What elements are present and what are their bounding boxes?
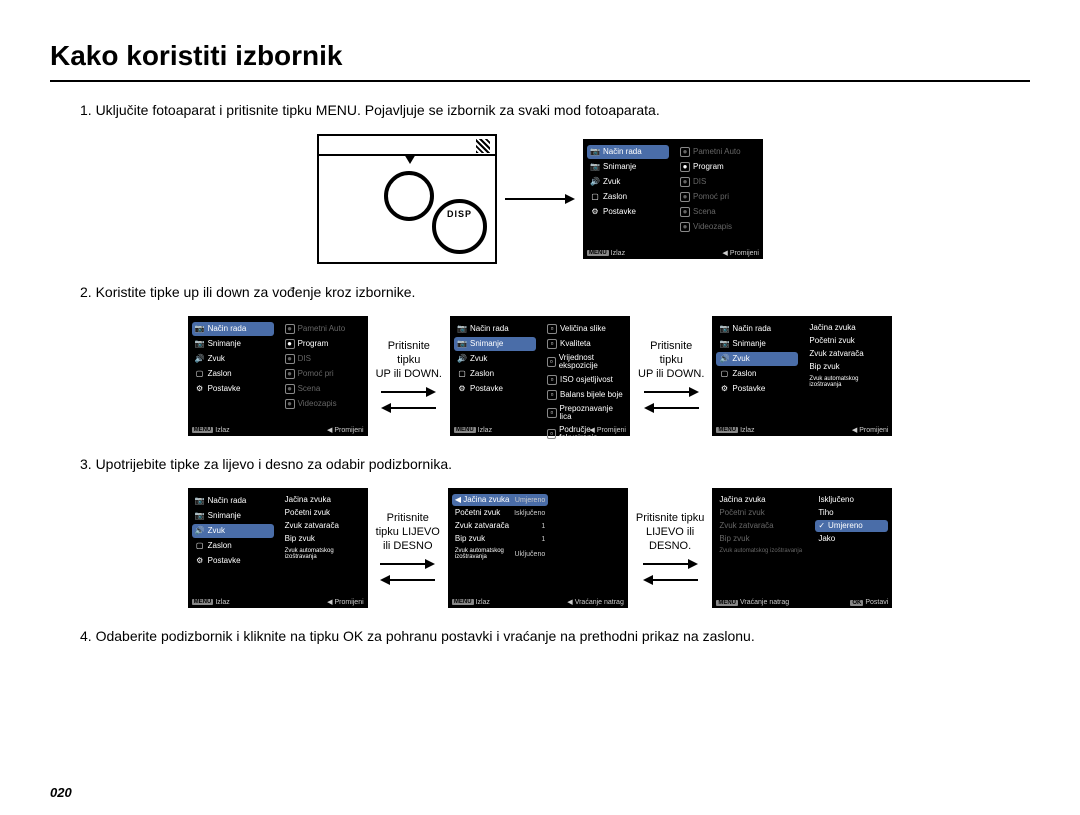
arrow-right-icon: [643, 559, 698, 569]
arrow-left-icon: [381, 403, 436, 413]
mode-icon: ●: [680, 147, 690, 157]
camera-icon: 📷: [195, 339, 205, 349]
step-4: 4. Odaberite podizbornik i kliknite na t…: [50, 628, 1030, 644]
arrow-left-icon: [644, 403, 699, 413]
menu-screen-3a: 📷Način rada 📷Snimanje 🔊Zvuk ▢Zaslon ⚙Pos…: [188, 488, 368, 608]
mode-icon: ●: [680, 192, 690, 202]
page-title: Kako koristiti izbornik: [50, 40, 1030, 82]
arrow-right-icon: [644, 387, 699, 397]
gear-icon: ⚙: [590, 207, 600, 217]
display-icon: ▢: [195, 369, 205, 379]
menu-screen-3b: ◀ Jačina zvukaUmjereno Početni zvukIsklj…: [448, 488, 628, 608]
menu-screen-2a: 📷Način rada 📷Snimanje 🔊Zvuk ▢Zaslon ⚙Pos…: [188, 316, 368, 436]
camera-diagram: DISP: [317, 134, 497, 264]
step-3: 3. Upotrijebite tipke za lijevo i desno …: [50, 456, 1030, 472]
camera-icon: 📷: [590, 147, 600, 157]
arrow-right-icon: [380, 559, 435, 569]
step-2: 2. Koristite tipke up ili down za vođenj…: [50, 284, 1030, 300]
page-number: 020: [50, 785, 72, 800]
display-icon: ▢: [590, 192, 600, 202]
gear-icon: ⚙: [195, 384, 205, 394]
leftright-label: Pritisnite tipku LIJEVO ili DESNO.: [636, 511, 704, 554]
mode-icon: ●: [680, 177, 690, 187]
arrow-left-icon: [643, 575, 698, 585]
row-3: 📷Način rada 📷Snimanje 🔊Zvuk ▢Zaslon ⚙Pos…: [50, 488, 1030, 608]
mode-icon: ●: [680, 207, 690, 217]
sound-icon: 🔊: [195, 354, 205, 364]
camera-icon: 📷: [195, 324, 205, 334]
step-1: 1. Uključite fotoaparat i pritisnite tip…: [50, 102, 1030, 118]
menu-screen-2c: 📷Način rada 📷Snimanje 🔊Zvuk ▢Zaslon ⚙Pos…: [712, 316, 892, 436]
sound-icon: 🔊: [590, 177, 600, 187]
mode-icon: ●: [680, 162, 690, 172]
arrow-right-icon: [381, 387, 436, 397]
menu-screen-2b: 📷Način rada 📷Snimanje 🔊Zvuk ▢Zaslon ⚙Pos…: [450, 316, 630, 436]
updown-label: Pritisnite tipku UP ili DOWN.: [638, 339, 704, 382]
updown-label: Pritisnite tipku UP ili DOWN.: [376, 339, 442, 382]
mode-icon: ●: [680, 222, 690, 232]
camera-icon: 📷: [590, 162, 600, 172]
arrow-right-icon: [505, 194, 575, 204]
row-1: DISP 📷Način rada 📷Snimanje 🔊Zvuk ▢Zaslon…: [50, 134, 1030, 264]
menu-screen-3c: Jačina zvuka Početni zvuk Zvuk zatvarača…: [712, 488, 892, 608]
arrow-left-icon: [380, 575, 435, 585]
leftright-label: Pritisnite tipku LIJEVO ili DESNO: [376, 511, 440, 554]
disp-label: DISP: [432, 199, 487, 254]
row-2: 📷Način rada 📷Snimanje 🔊Zvuk ▢Zaslon ⚙Pos…: [50, 316, 1030, 436]
menu-screen-1: 📷Način rada 📷Snimanje 🔊Zvuk ▢Zaslon ⚙Pos…: [583, 139, 763, 259]
